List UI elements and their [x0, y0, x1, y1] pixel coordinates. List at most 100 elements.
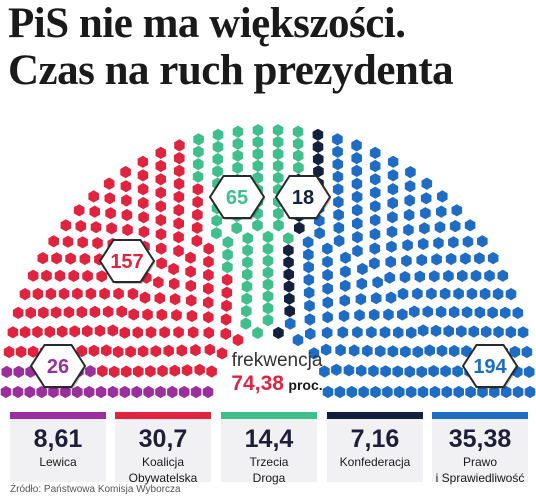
seat-hexagon — [242, 244, 253, 257]
seat-hexagon — [232, 149, 243, 162]
seat-hexagon — [387, 345, 399, 358]
seat-hexagon — [354, 309, 365, 322]
seat-hexagon — [88, 344, 100, 357]
seat-hexagon — [169, 364, 180, 377]
seat-hexagon — [284, 305, 295, 318]
seat-hexagon — [132, 326, 143, 339]
seat-hexagon — [431, 253, 442, 266]
card-color-bar — [115, 412, 211, 419]
seat-hexagon — [401, 254, 412, 267]
card-label: Trzecia — [249, 455, 289, 469]
seat-hexagon — [222, 261, 233, 274]
seat-hexagon — [387, 169, 399, 182]
seat-hexagon — [138, 225, 150, 238]
seat-hexagon — [171, 309, 182, 322]
seat-hexagon — [500, 306, 511, 319]
seat-hexagon — [241, 292, 252, 305]
seat-hexagon — [145, 365, 156, 378]
seat-hexagon — [38, 306, 49, 319]
seat-hexagon — [221, 286, 233, 299]
seat-hexagon — [303, 248, 314, 261]
seat-hexagon — [474, 306, 486, 319]
seat-hexagon — [464, 219, 476, 232]
seat-hexagon — [186, 309, 198, 323]
seat-hexagon — [262, 278, 274, 291]
seat-hexagon — [75, 220, 87, 233]
seat-hexagon — [294, 221, 305, 235]
seat-hexagon — [232, 333, 244, 347]
seat-hexagon — [368, 364, 379, 378]
seat-hexagon — [440, 365, 451, 378]
seat-hexagon — [429, 385, 441, 399]
seat-hexagon — [443, 325, 454, 338]
seat-hexagon — [252, 219, 263, 232]
seat-hexagon — [222, 248, 233, 261]
seat-hexagon — [169, 293, 181, 306]
seat-count-badge: 65 — [208, 175, 266, 220]
seat-count-badge: 26 — [29, 344, 87, 389]
seat-hexagon — [119, 385, 131, 399]
seat-hexagon — [0, 385, 12, 399]
seat-hexagon — [346, 385, 357, 399]
seat-hexagon — [156, 257, 167, 270]
seat-hexagon — [191, 234, 203, 247]
seat-hexagon — [95, 385, 107, 399]
seat-hexagon — [155, 214, 167, 227]
seat-hexagon — [509, 345, 521, 358]
seat-hexagon — [338, 309, 350, 323]
seat-hexagon — [392, 365, 403, 378]
seat-hexagon — [167, 385, 178, 399]
seat-hexagon — [203, 282, 214, 295]
seat-hexagon — [153, 276, 164, 289]
seat-hexagon — [27, 269, 39, 282]
seat-hexagon — [493, 325, 504, 339]
seat-hexagon — [203, 296, 214, 309]
seat-hexagon — [27, 345, 39, 358]
seat-hexagon — [421, 177, 433, 190]
seat-hexagon — [187, 326, 199, 339]
seat-hexagon — [157, 364, 168, 378]
seat-hexagon — [417, 385, 429, 399]
seat-hexagon — [340, 265, 351, 278]
seat-hexagon — [394, 385, 405, 399]
seat-hexagon — [424, 344, 435, 357]
seat-hexagon — [352, 326, 363, 339]
seat-hexagon — [168, 262, 179, 276]
seat-hexagon — [221, 299, 232, 312]
seat-hexagon — [155, 228, 167, 241]
seat-hexagon — [122, 223, 133, 236]
seat-hexagon — [127, 287, 139, 300]
seat-hexagon — [505, 326, 517, 339]
seat-hexagon — [337, 326, 349, 339]
seat-hexagon — [416, 365, 427, 378]
seat-hexagon — [351, 139, 362, 152]
seat-hexagon — [356, 277, 367, 290]
seat-hexagon — [192, 183, 204, 196]
seat-hexagon — [430, 324, 442, 337]
seat-hexagon — [487, 252, 499, 265]
seat-hexagon — [176, 344, 188, 357]
seat-hexagon — [186, 294, 197, 307]
seat-hexagon — [284, 292, 295, 305]
card-koalicja-obywatelska: 30,7 Koalicja Obywatelska — [115, 412, 211, 485]
seat-hexagon — [313, 165, 324, 178]
seat-hexagon — [374, 345, 386, 358]
seat-hexagon — [262, 254, 274, 267]
seat-hexagon — [305, 327, 316, 340]
seat-hexagon — [242, 268, 253, 281]
seat-count-badge: 18 — [274, 175, 332, 220]
seat-hexagon — [399, 271, 411, 284]
seat-hexagon — [44, 325, 56, 338]
seat-hexagon — [443, 269, 454, 283]
card-color-bar — [432, 412, 528, 419]
card-color-bar — [221, 412, 317, 419]
seat-hexagon — [150, 345, 162, 358]
seat-hexagon — [19, 288, 31, 301]
seat-hexagon — [332, 145, 343, 158]
seat-hexagon — [352, 244, 363, 258]
seat-hexagon — [242, 232, 253, 245]
seat-hexagon — [72, 385, 83, 399]
seat-hexagon — [439, 287, 451, 300]
seat-hexagon — [77, 236, 88, 249]
seat-hexagon — [369, 228, 381, 241]
